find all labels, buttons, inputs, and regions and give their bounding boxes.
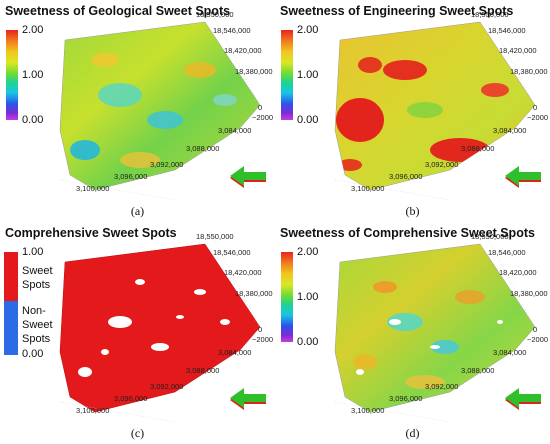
y-tick: 18,550,000 [196, 10, 234, 19]
z-tick: 0 [533, 325, 538, 334]
panel-title: Comprehensive Sweet Spots [5, 226, 177, 240]
x-tick: 3,092,000 [150, 160, 184, 169]
x-tick: 3,100,000 [351, 184, 385, 193]
x-tick: 3,084,000 [218, 348, 252, 357]
y-tick: 18,546,000 [488, 26, 526, 35]
z-tick: −2000 [252, 335, 274, 344]
north-arrow-icon [230, 388, 266, 410]
surface-map [59, 9, 263, 201]
x-tick: 3,100,000 [76, 406, 110, 415]
y-tick: 18,546,000 [213, 248, 251, 257]
color-scale-bar [6, 30, 18, 120]
color-scale-bar [281, 30, 293, 120]
panel-comprehensive-sweetness: Sweetness of Comprehensive Sweet Spots 2… [275, 222, 550, 444]
legend-sweet-label-1: Sweet [22, 265, 53, 277]
surface-map [334, 231, 538, 423]
sweet-spot-legend [4, 252, 18, 355]
y-tick: 18,550,000 [196, 232, 234, 241]
x-tick: 3,088,000 [186, 144, 220, 153]
scale-mid-label: 1.00 [297, 291, 319, 303]
panel-caption: (c) [130, 426, 145, 440]
north-arrow-icon [230, 166, 266, 188]
x-tick: 3,100,000 [76, 184, 110, 193]
y-tick: 18,546,000 [488, 248, 526, 257]
legend-non-sweet-label-3: Spots [22, 333, 51, 345]
y-tick: 18,380,000 [510, 289, 548, 298]
x-tick: 3,084,000 [218, 126, 252, 135]
scale-min-label: 0.00 [297, 114, 319, 126]
scale-max-label: 2.00 [22, 24, 44, 36]
z-tick: −2000 [527, 113, 549, 122]
x-tick: 3,088,000 [461, 366, 495, 375]
scale-max-label: 2.00 [297, 246, 319, 258]
y-tick: 18,550,000 [471, 10, 509, 19]
panel-geological: Sweetness of Geological Sweet Spots 2.00… [0, 0, 275, 222]
y-tick: 18,380,000 [235, 289, 273, 298]
x-tick: 3,092,000 [425, 382, 459, 391]
x-tick: 3,092,000 [150, 382, 184, 391]
y-tick: 18,420,000 [499, 46, 537, 55]
surface-map [59, 231, 263, 423]
sweet-swatch [4, 252, 18, 301]
legend-sweet-label-2: Spots [22, 279, 51, 291]
legend-non-sweet-label-1: Non- [22, 305, 46, 317]
z-tick: 0 [258, 103, 263, 112]
x-tick: 3,096,000 [114, 172, 148, 181]
north-arrow-icon [505, 388, 541, 410]
panel-comprehensive: Comprehensive Sweet Spots 1.00 Sweet Spo… [0, 222, 275, 444]
y-tick: 18,380,000 [510, 67, 548, 76]
panel-title: Sweetness of Engineering Sweet Spots [280, 4, 514, 18]
panel-engineering: Sweetness of Engineering Sweet Spots 2.0… [275, 0, 550, 222]
x-tick: 3,096,000 [389, 394, 423, 403]
y-tick: 18,550,000 [471, 232, 509, 241]
legend-min-label: 0.00 [22, 348, 44, 360]
x-tick: 3,084,000 [493, 348, 527, 357]
surface-map [334, 9, 538, 201]
panel-title: Sweetness of Geological Sweet Spots [5, 4, 231, 18]
scale-min-label: 0.00 [22, 114, 44, 126]
panel-title: Sweetness of Comprehensive Sweet Spots [280, 226, 535, 240]
scale-max-label: 2.00 [297, 24, 319, 36]
scale-min-label: 0.00 [297, 336, 319, 348]
x-tick: 3,092,000 [425, 160, 459, 169]
north-arrow-icon [505, 166, 541, 188]
x-tick: 3,096,000 [114, 394, 148, 403]
x-tick: 3,100,000 [351, 406, 385, 415]
panel-caption: (b) [405, 204, 420, 218]
z-tick: 0 [533, 103, 538, 112]
z-tick: −2000 [527, 335, 549, 344]
y-tick: 18,546,000 [213, 26, 251, 35]
z-tick: −2000 [252, 113, 274, 122]
z-tick: 0 [258, 325, 263, 334]
panel-caption: (d) [405, 426, 420, 440]
x-tick: 3,096,000 [389, 172, 423, 181]
y-tick: 18,420,000 [499, 268, 537, 277]
scale-mid-label: 1.00 [22, 69, 44, 81]
y-tick: 18,380,000 [235, 67, 273, 76]
color-scale-bar [281, 252, 293, 342]
y-tick: 18,420,000 [224, 46, 262, 55]
x-tick: 3,084,000 [493, 126, 527, 135]
legend-non-sweet-label-2: Sweet [22, 319, 53, 331]
non-sweet-swatch [4, 301, 18, 355]
x-tick: 3,088,000 [461, 144, 495, 153]
panel-caption: (a) [130, 204, 145, 218]
x-tick: 3,088,000 [186, 366, 220, 375]
y-tick: 18,420,000 [224, 268, 262, 277]
legend-max-label: 1.00 [22, 246, 44, 258]
scale-mid-label: 1.00 [297, 69, 319, 81]
